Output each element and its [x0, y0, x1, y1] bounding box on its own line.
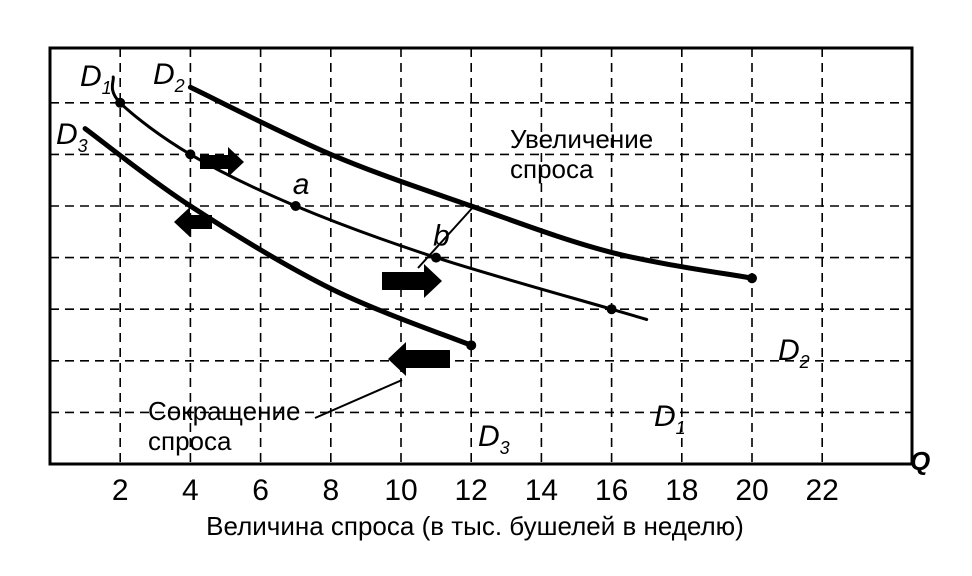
curve-label-subscript: 3	[78, 136, 88, 156]
decrease-label-line1: Сокращение	[148, 396, 300, 426]
x-tick-label: 10	[384, 474, 417, 507]
arrow-right-2	[382, 264, 442, 298]
demand-curve-d3	[82, 126, 474, 348]
curve-point-d1	[431, 252, 442, 263]
arrow-left-2	[388, 342, 450, 376]
demand-curve-d2	[187, 84, 755, 281]
increase-label-line1: Увеличение	[510, 124, 653, 154]
x-tick-label: 22	[806, 474, 839, 507]
curve-point-d1	[115, 97, 126, 108]
increase-pointer	[417, 204, 476, 269]
x-tick-labels: 2 4 6 8 10 12 14 16 18 20 22	[112, 474, 839, 507]
x-tick-label: 16	[595, 474, 628, 507]
curve-point-d3	[466, 340, 477, 351]
curve-point-d1	[606, 304, 617, 315]
curve-label-d2: D2	[778, 334, 810, 372]
curve-label-d1: D1	[654, 400, 686, 438]
decrease-label-line2: спроса	[148, 426, 232, 456]
x-tick-label: 4	[182, 474, 199, 507]
curve-label-subscript: 1	[102, 78, 112, 98]
arrow-left-1	[174, 207, 212, 237]
increase-label-line2: спроса	[510, 154, 594, 184]
x-tick-label: 20	[735, 474, 768, 507]
curve-point-d2	[747, 273, 757, 284]
arrow-right-1	[200, 147, 244, 177]
shift-arrows	[174, 147, 450, 376]
curve-point-d1	[290, 201, 301, 211]
x-tick-label: 6	[252, 474, 269, 507]
x-axis-title: Величина спроса (в тыс. бушелей в неделю…	[206, 511, 744, 541]
curve-label-subscript: 2	[174, 76, 185, 96]
x-tick-label: 18	[665, 474, 698, 507]
x-axis-letter: Q	[910, 446, 930, 476]
point-label-a: a	[293, 168, 310, 201]
point-labels: ab	[293, 168, 450, 253]
curve-label-d3: D3	[56, 118, 88, 156]
curve-label-subscript: 2	[799, 352, 810, 372]
decrease-pointer	[314, 379, 403, 419]
curve-label-subscript: 3	[500, 438, 510, 458]
curve-label-subscript: 1	[676, 418, 686, 438]
x-tick-label: 2	[112, 474, 129, 507]
x-tick-label: 12	[455, 474, 488, 507]
curve-label-d1: D1	[80, 60, 112, 98]
annotations: Увеличение спроса Сокращение спроса	[148, 124, 653, 456]
x-tick-label: 14	[525, 474, 558, 507]
demand-curves	[82, 75, 757, 351]
point-label-b: b	[433, 220, 450, 253]
curve-label-d2: D2	[153, 58, 185, 96]
curve-labels: D1 D1 D2 D2 D3 D3	[56, 58, 810, 458]
curve-point-d1	[185, 149, 196, 160]
demand-curve-d1	[110, 75, 649, 321]
curve-label-d3: D3	[478, 420, 510, 458]
x-tick-label: 8	[322, 474, 339, 507]
